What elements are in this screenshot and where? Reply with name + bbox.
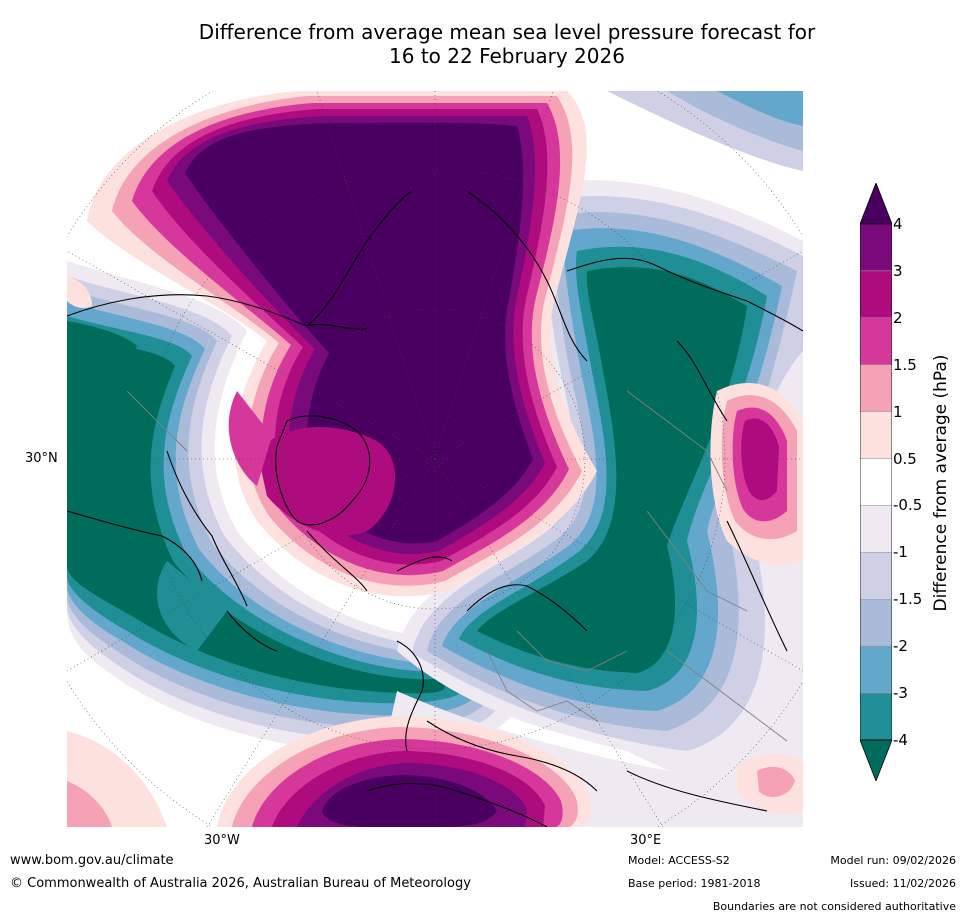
coastline-russia-north [566, 257, 803, 332]
anomaly-contour-teal [157, 561, 227, 651]
coastline-newfoundland [226, 610, 278, 652]
negative-anomaly-west [67, 261, 526, 753]
colorbar-tick-label: -1.5 [893, 590, 923, 609]
latitude-label-30n: 30°N [25, 451, 58, 466]
longitude-label-30e: 30°E [630, 833, 662, 848]
coastline-scandinavia [466, 584, 588, 632]
colorbar-swatch [859, 411, 893, 459]
border-central-asia [646, 510, 748, 612]
anomaly-contour-light-pink [67, 781, 112, 827]
colorbar-tick-label: 3 [893, 261, 903, 280]
colorbar-label: Difference from average (hPa) [931, 354, 951, 612]
coastlines [67, 190, 803, 827]
colorbar-tick-label: 0.5 [893, 449, 917, 468]
border-russia [626, 390, 728, 492]
anomaly-contour-deep-purple [322, 775, 497, 827]
colorbar-tick-label: -2 [893, 637, 908, 656]
meridian-60w [67, 458, 436, 672]
colorbar-extend-bottom [859, 739, 893, 783]
parallel-70n [284, 308, 586, 610]
model-text: Model: ACCESS-S2 [628, 854, 730, 867]
colorbar-swatch [859, 317, 893, 365]
pressure-anomaly-map [67, 91, 803, 827]
coastline-greenland-south [306, 530, 368, 592]
colorbar [859, 181, 893, 783]
coastline-iceland [396, 556, 453, 572]
colorbar-tick-label: 4 [893, 215, 903, 233]
model-run-text: Model run: 09/02/2026 [830, 854, 956, 867]
colorbar-swatch [859, 223, 893, 272]
colorbar-swatch [859, 458, 893, 506]
country-borders [126, 390, 788, 742]
colorbar-tick-label: 2 [893, 308, 903, 327]
meridian-120e [434, 250, 803, 460]
coastline-middle-east [626, 770, 768, 812]
border-europe-2 [516, 630, 628, 672]
coastline-east-asia [726, 520, 788, 652]
coastline-british-isles [396, 640, 424, 752]
coastline-siberia [466, 190, 588, 362]
meridian-150w [316, 91, 436, 460]
colorbar-tick-label: -1 [893, 543, 908, 562]
coastline-labrador [166, 450, 248, 607]
disclaimer-text: Boundaries are not considered authoritat… [712, 900, 956, 913]
colorbar-swatch [859, 364, 893, 412]
meridian-60e [434, 458, 803, 672]
border-south-asia [666, 650, 788, 742]
base-period-text: Base period: 1981-2018 [628, 877, 761, 890]
anomaly-contour-deep-purple [185, 122, 533, 544]
colorbar-swatch [859, 270, 893, 319]
anomaly-contour-light-pink [757, 766, 795, 797]
coastline-hudson [67, 510, 203, 582]
colorbar-swatch [859, 505, 893, 553]
title-line-2: 16 to 22 February 2026 [389, 44, 625, 68]
meridian-30e [434, 458, 664, 827]
graticule [67, 91, 803, 827]
coastline-kamchatka [676, 340, 728, 422]
coastline-north-america [67, 294, 368, 330]
border-canada [126, 390, 188, 452]
positive-anomaly-mediterranean [67, 716, 592, 827]
longitude-label-30w: 30°W [204, 833, 240, 848]
coastline-north-africa [366, 782, 548, 827]
colorbar-extend-top [859, 181, 893, 225]
colorbar-tick-label: 1 [893, 402, 903, 421]
anomaly-contour-pale-pink [67, 276, 92, 309]
title-line-1: Difference from average mean sea level p… [198, 20, 816, 44]
coastline-alaska [306, 190, 413, 327]
negative-anomaly-east [397, 180, 803, 821]
issued-text: Issued: 11/02/2026 [849, 877, 956, 890]
coastline-europe [426, 720, 598, 792]
anomaly-contour-magenta [741, 418, 779, 501]
positive-anomaly-east-asia [67, 276, 803, 815]
parallel-50n [144, 168, 726, 750]
meridian-150e [434, 91, 554, 460]
meridian-120w [67, 250, 436, 460]
negative-anomaly-north-pacific [607, 91, 803, 171]
colorbar-tick-label: -4 [893, 731, 908, 749]
map-canvas [67, 91, 803, 827]
border-europe-1 [486, 650, 598, 722]
colorbar-swatch [859, 692, 893, 741]
chart-title: Difference from average mean sea level p… [0, 20, 965, 68]
colorbar-swatch [859, 645, 893, 694]
anomaly-contour-blue [717, 91, 803, 126]
positive-anomaly-arctic [87, 91, 597, 597]
anomaly-contour-magenta [257, 427, 396, 536]
colorbar-swatch [859, 599, 893, 647]
meridian-30w [206, 458, 436, 827]
colorbar-swatch [859, 552, 893, 600]
colorbar-tick-label: 1.5 [893, 355, 917, 374]
copyright-text: © Commonwealth of Australia 2026, Austra… [10, 876, 471, 891]
coastline-greenland [275, 415, 371, 526]
colorbar-swatches [859, 181, 893, 783]
website-link[interactable]: www.bom.gov.au/climate [10, 853, 174, 868]
colorbar-tick-label: -0.5 [893, 496, 923, 515]
anomaly-contour-dark-teal [477, 267, 747, 673]
anomaly-contour-dark-teal [67, 321, 137, 396]
anomaly-contour-pink [228, 391, 272, 486]
colorbar-tick-label: -3 [893, 684, 908, 703]
